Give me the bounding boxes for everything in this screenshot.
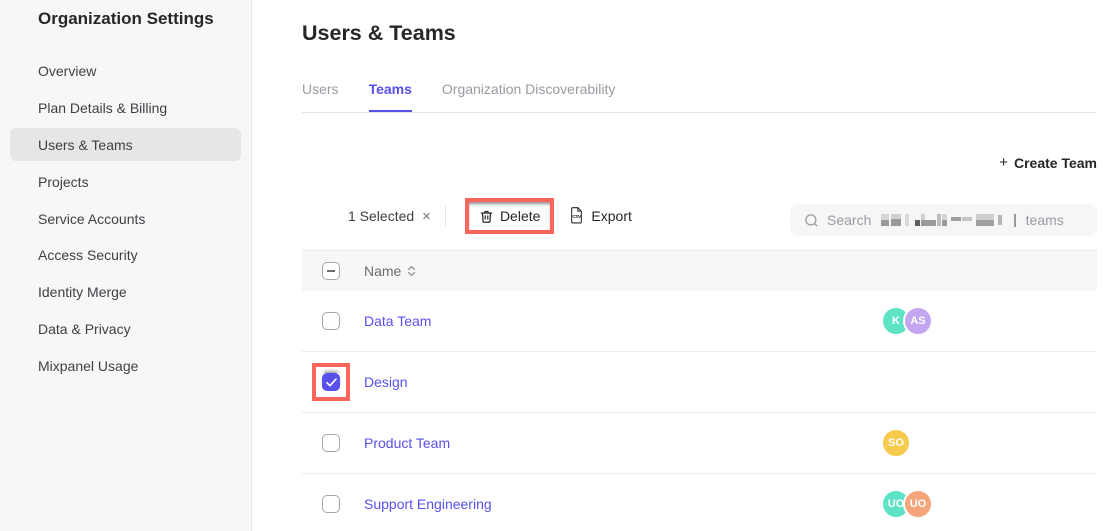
svg-text:CSV: CSV [573,214,583,219]
